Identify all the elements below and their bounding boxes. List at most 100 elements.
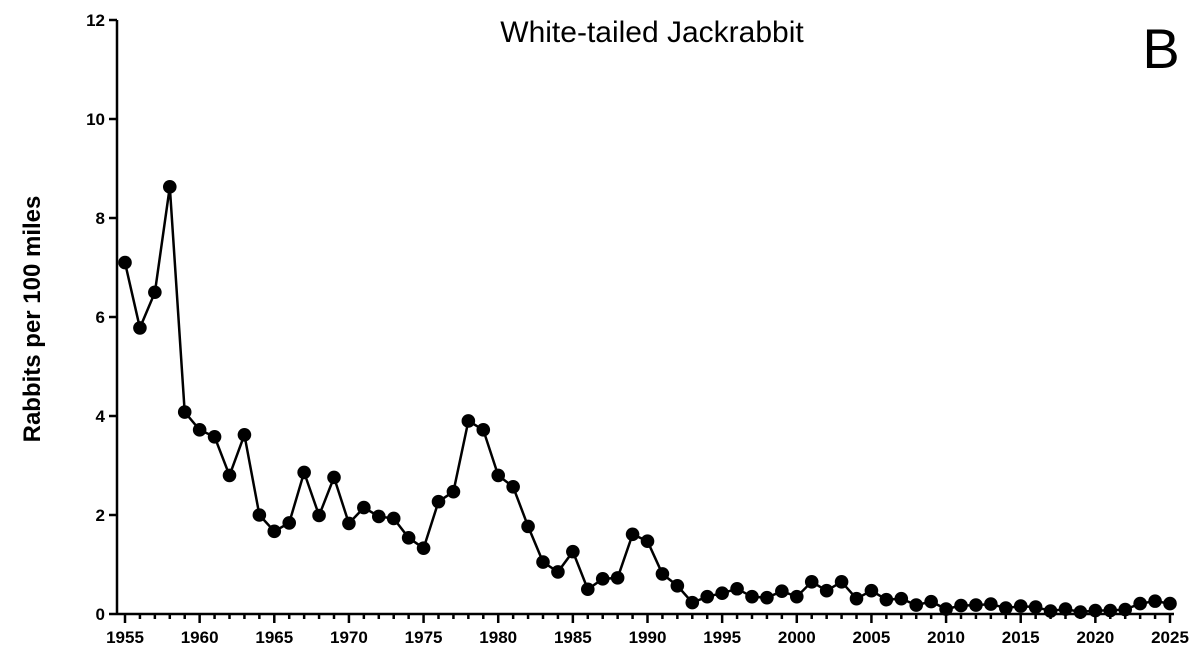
data-point xyxy=(431,494,446,509)
x-tick-label: 1995 xyxy=(703,628,741,647)
data-point xyxy=(1058,602,1073,616)
y-tick-label: 8 xyxy=(96,209,105,228)
data-point xyxy=(297,465,311,480)
x-tick-label: 1975 xyxy=(405,628,443,647)
data-point xyxy=(939,602,953,616)
data-point xyxy=(133,321,147,335)
data-point xyxy=(252,508,267,522)
data-point xyxy=(670,578,685,593)
x-tick-label: 1965 xyxy=(255,628,293,647)
data-point xyxy=(476,423,491,437)
data-point xyxy=(371,509,386,524)
data-point xyxy=(491,468,506,483)
y-tick-label: 6 xyxy=(96,308,105,327)
x-tick-label: 2020 xyxy=(1076,628,1114,647)
data-point xyxy=(446,484,461,499)
data-point xyxy=(1133,596,1147,611)
panel-label: B xyxy=(1142,17,1179,80)
data-point xyxy=(775,584,789,599)
y-axis-label: Rabbits per 100 miles xyxy=(19,196,46,443)
data-point xyxy=(506,479,520,494)
data-point xyxy=(207,429,222,444)
data-point xyxy=(1088,603,1103,618)
data-point xyxy=(551,565,565,579)
data-point xyxy=(700,589,715,604)
data-point xyxy=(969,598,983,612)
data-point xyxy=(849,591,864,606)
x-tick-label: 1960 xyxy=(181,628,219,647)
data-point xyxy=(1148,594,1162,608)
data-point xyxy=(177,405,192,419)
x-tick-label: 2025 xyxy=(1151,628,1189,647)
y-tick-label: 0 xyxy=(96,605,105,624)
data-point xyxy=(386,511,401,526)
data-point xyxy=(834,575,849,589)
data-point xyxy=(580,582,595,597)
data-point xyxy=(954,598,968,613)
data-point xyxy=(118,255,132,270)
x-tick-label: 2000 xyxy=(778,628,816,647)
data-point xyxy=(327,470,341,485)
x-tick-label: 1985 xyxy=(554,628,592,647)
data-point xyxy=(909,598,924,612)
series-white-tailed-jackrabbit xyxy=(118,180,1177,619)
y-tick-label: 12 xyxy=(86,11,105,30)
axes: 0 2 4 6 8 10 12 1955 1960 1965 1970 1975 1980 1985 199… xyxy=(86,11,1189,647)
data-point xyxy=(1103,603,1118,618)
x-tick-label: 2005 xyxy=(853,628,891,647)
data-point xyxy=(804,575,819,589)
data-point xyxy=(1043,604,1058,618)
x-tick-label: 2010 xyxy=(927,628,965,647)
data-point xyxy=(1163,596,1177,611)
x-tick-label: 2015 xyxy=(1002,628,1040,647)
data-point xyxy=(521,519,535,534)
data-point xyxy=(312,508,326,523)
data-point xyxy=(745,589,759,604)
data-point xyxy=(401,530,416,545)
data-point xyxy=(342,516,356,531)
x-tick-label: 1980 xyxy=(479,628,517,647)
data-point xyxy=(237,428,252,442)
data-point xyxy=(1028,600,1043,614)
y-tick-label: 10 xyxy=(86,110,105,129)
data-point xyxy=(1073,605,1088,619)
data-point xyxy=(879,592,894,607)
x-tick-label: 1955 xyxy=(106,628,144,647)
data-point xyxy=(566,544,580,559)
data-point xyxy=(1118,602,1133,617)
data-point xyxy=(894,591,909,606)
data-point xyxy=(222,468,237,483)
data-point xyxy=(1013,599,1028,613)
data-point xyxy=(357,500,371,515)
data-point xyxy=(461,414,476,428)
data-point xyxy=(162,180,177,194)
data-point xyxy=(924,594,938,609)
data-point xyxy=(715,586,729,601)
data-point xyxy=(536,555,550,569)
data-point xyxy=(610,571,625,585)
y-tick-label: 4 xyxy=(96,407,106,426)
data-point xyxy=(760,590,774,605)
data-point xyxy=(730,581,744,596)
data-point xyxy=(640,534,655,549)
data-point xyxy=(595,572,610,586)
data-point xyxy=(282,516,297,530)
x-tick-label: 1990 xyxy=(629,628,667,647)
chart-title: White-tailed Jackrabbit xyxy=(500,16,804,49)
data-point xyxy=(984,597,998,611)
data-point xyxy=(998,601,1013,615)
series-line xyxy=(123,186,1171,614)
data-point xyxy=(685,595,700,610)
data-point xyxy=(819,583,834,598)
y-tick-label: 2 xyxy=(96,506,105,525)
data-point xyxy=(416,541,431,555)
data-point xyxy=(267,524,282,539)
x-tick-label: 1970 xyxy=(330,628,368,647)
data-point xyxy=(148,285,162,300)
data-point xyxy=(789,589,804,604)
data-point xyxy=(864,583,879,598)
data-point xyxy=(625,527,640,542)
data-point xyxy=(192,423,207,437)
data-point xyxy=(655,567,670,581)
